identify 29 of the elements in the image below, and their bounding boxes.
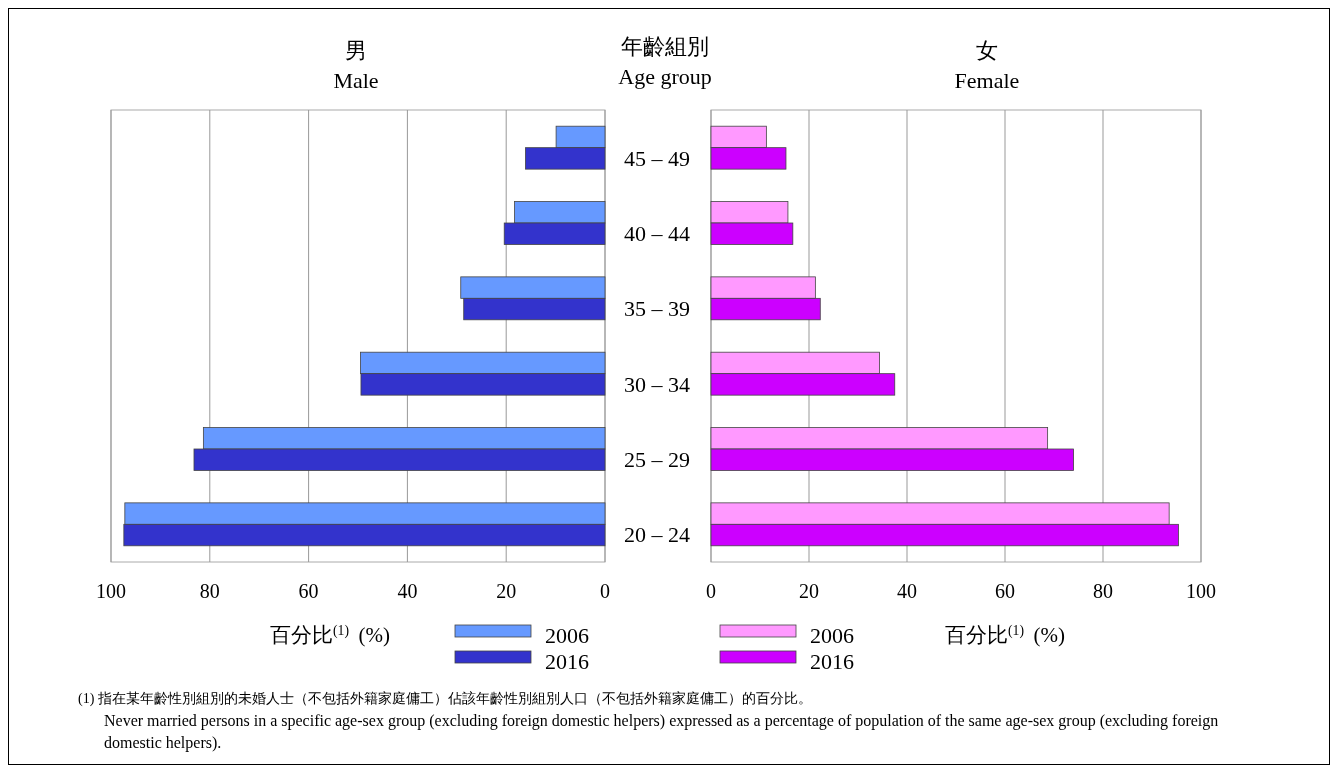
x-axis-title: 百分比$^{(1)}$ (%) xyxy=(270,622,390,647)
x-tick-label: 0 xyxy=(600,580,610,602)
text: Never married persons in a specific age-sex group (excluding foreign domestic helpers) expressed as a percentage of population of the same age-sex group (excluding foreign domestic helpers). xyxy=(104,711,1220,754)
x-tick-label: 80 xyxy=(199,580,220,602)
legend-label: 2006 xyxy=(810,623,854,648)
x-tick-label: 100 xyxy=(96,580,126,602)
x-tick-label: 0 xyxy=(706,580,716,602)
y-tick-label: 40 – 44 xyxy=(624,221,690,246)
x-tick-label: 40 xyxy=(897,580,917,602)
chart-title: 女 Female xyxy=(954,38,1020,93)
y-tick-label: 35 – 39 xyxy=(624,296,690,322)
text: (1) 指在某年齡性別組別的未婚人士（不包括外籍家庭傭工）佔該年齡性別組別人口（不包括外籍家庭傭工）的百分比。 xyxy=(78,690,813,708)
y-tick-label: 45 – 49 xyxy=(624,145,690,171)
chart-title: 男 Male xyxy=(333,38,379,93)
x-tick-label: 60 xyxy=(995,580,1015,602)
x-axis-title: 百分比$^{(1)}$ (%) xyxy=(945,622,1065,647)
x-tick-label: 40 xyxy=(397,580,418,602)
y-tick-label: 25 – 29 xyxy=(624,447,690,472)
x-tick-label: 20 xyxy=(799,580,819,602)
legend-label: 2016 xyxy=(545,649,589,674)
y-tick-label: 20 – 24 xyxy=(624,522,690,548)
y-tick-label: 30 – 34 xyxy=(624,371,690,397)
x-tick-label: 60 xyxy=(298,580,319,602)
x-tick-label: 80 xyxy=(1093,580,1113,602)
y-axis-title: 年齡組別 Age group xyxy=(618,34,712,89)
x-tick-label: 100 xyxy=(1186,580,1216,602)
x-tick-label: 20 xyxy=(496,580,517,602)
legend-label: 2016 xyxy=(810,649,854,674)
legend-label: 2006 xyxy=(545,623,589,648)
